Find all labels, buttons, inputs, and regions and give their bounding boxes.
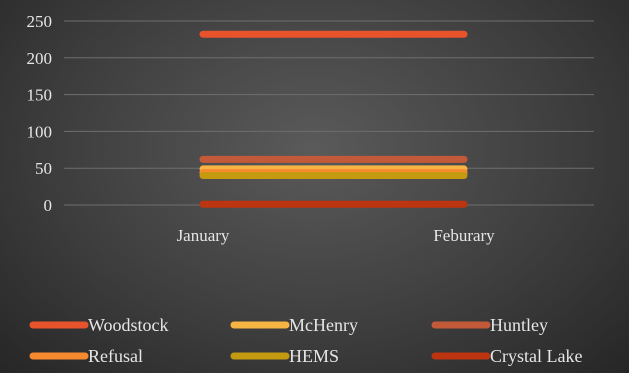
legend-label: Huntley [490, 315, 548, 335]
legend-label: McHenry [289, 315, 358, 335]
x-tick-label: January [177, 226, 230, 245]
legend-label: Refusal [88, 346, 143, 366]
x-axis-tick-labels: January Feburary [177, 226, 496, 245]
y-tick-label: 250 [27, 12, 53, 31]
x-tick-label: Feburary [433, 226, 495, 245]
y-tick-label: 100 [27, 122, 53, 141]
series-lines [199, 30, 468, 208]
y-tick-label: 150 [27, 86, 53, 105]
gridlines [64, 20, 594, 206]
y-tick-label: 50 [35, 159, 52, 178]
legend: Woodstock McHenry Huntley Refusal HEMS Crysta… [29, 315, 582, 366]
legend-label: Woodstock [88, 315, 169, 335]
y-tick-label: 200 [27, 49, 53, 68]
y-tick-label: 0 [44, 196, 53, 215]
legend-label: Crystal Lake [490, 346, 582, 366]
y-axis-tick-labels: 0 50 100 150 200 250 [27, 12, 53, 215]
legend-label: HEMS [289, 346, 339, 366]
